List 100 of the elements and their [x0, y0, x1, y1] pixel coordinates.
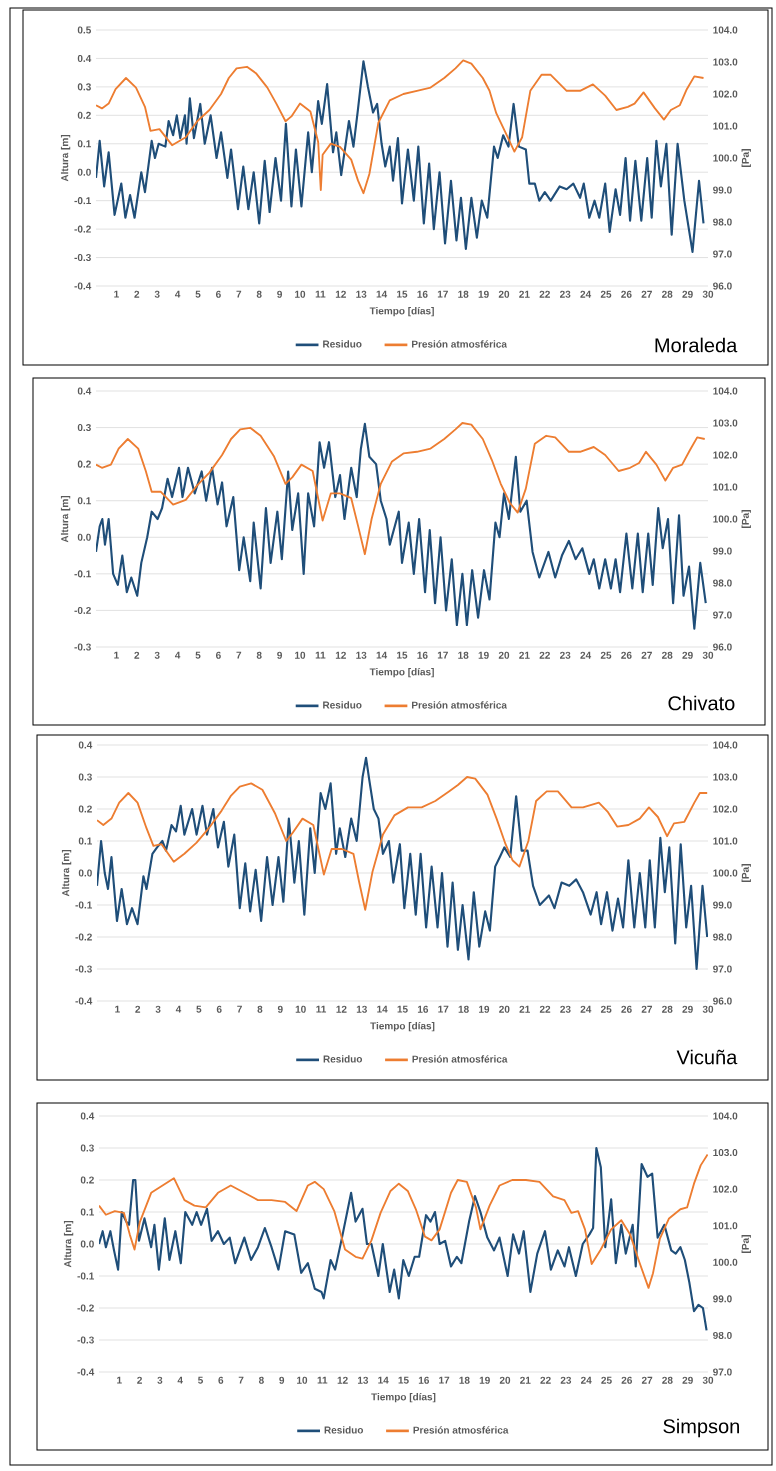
x-tick-label: 23 [560, 651, 571, 659]
x-tick-label: 17 [439, 1376, 450, 1384]
y-tick-label: 0.0 [78, 869, 92, 877]
x-tick-label: 8 [256, 651, 262, 659]
x-tick-label: 5 [195, 651, 201, 659]
x-axis-title: Tiempo [días] [369, 306, 434, 317]
x-tick-label: 10 [297, 1376, 308, 1384]
y2-tick-label: 99.0 [713, 1295, 732, 1303]
x-tick-label: 29 [682, 290, 693, 298]
x-tick-label: 14 [378, 1376, 389, 1384]
y-tick-label: 0.3 [77, 424, 91, 432]
y2-tick-label: 98.0 [713, 579, 732, 587]
x-tick-label: 22 [540, 1376, 551, 1384]
x-tick-label: 21 [520, 1376, 531, 1384]
x-tick-label: 6 [216, 290, 221, 298]
x-tick-label: 17 [438, 1005, 449, 1013]
y2-axis-title: [Pa] [741, 864, 751, 882]
x-tick-label: 21 [519, 290, 530, 298]
x-tick-label: 26 [621, 1376, 633, 1384]
line-series [97, 776, 708, 911]
x-tick-label: 30 [702, 651, 714, 659]
y2-tick-label: 96.0 [713, 643, 732, 651]
y-tick-label: 0.1 [80, 1208, 95, 1216]
y-tick-label: 0.2 [78, 805, 92, 813]
x-tick-label: 20 [498, 651, 510, 659]
y2-tick-label: 99.0 [713, 547, 732, 555]
x-tick-label: 20 [498, 290, 510, 298]
x-tick-label: 10 [295, 290, 306, 298]
x-tick-label: 27 [641, 1005, 653, 1013]
x-tick-label: 28 [662, 290, 673, 298]
y2-tick-label: 98.0 [713, 933, 732, 941]
x-tick-label: 27 [641, 290, 652, 298]
x-tick-label: 1 [115, 1005, 120, 1013]
x-tick-label: 8 [257, 1005, 263, 1013]
y2-tick-label: 100.0 [713, 154, 738, 162]
y2-tick-label: 102.0 [713, 1185, 738, 1193]
x-tick-label: 12 [335, 651, 346, 659]
x-tick-label: 6 [218, 1376, 224, 1384]
x-tick-label: 4 [174, 651, 181, 659]
x-tick-label: 1 [117, 1376, 122, 1384]
legend-label: Presión atmosférica [412, 1055, 508, 1063]
x-tick-label: 5 [196, 1005, 202, 1013]
x-tick-label: 9 [279, 1376, 285, 1384]
x-tick-label: 26 [621, 290, 632, 298]
y-tick-label: 0.4 [78, 741, 93, 749]
x-tick-label: 22 [539, 1005, 551, 1013]
y-tick-label: 0.3 [78, 773, 92, 781]
x-tick-label: 30 [702, 290, 714, 298]
x-tick-label: 3 [157, 1376, 163, 1384]
x-tick-label: 16 [418, 1376, 430, 1384]
legend-label: Presión atmosférica [413, 1426, 509, 1434]
x-tick-label: 3 [155, 1005, 161, 1013]
x-tick-label: 19 [478, 290, 489, 298]
x-tick-label: 12 [335, 290, 346, 298]
x-tick-label: 23 [560, 1005, 571, 1013]
y-axis-title: Altura [m] [60, 495, 71, 543]
x-tick-label: 2 [134, 290, 140, 298]
x-tick-label: 16 [417, 290, 428, 298]
x-tick-label: 19 [479, 1005, 490, 1013]
x-tick-label: 29 [682, 651, 693, 659]
x-axis-title: Tiempo [días] [370, 1021, 435, 1032]
x-tick-label: 24 [581, 1376, 592, 1384]
text: Vicuña [676, 1049, 738, 1065]
y2-tick-label: 101.0 [713, 1222, 738, 1230]
x-tick-label: 26 [621, 651, 632, 659]
y-tick-label: -0.3 [74, 643, 91, 651]
y2-tick-label: 103.0 [713, 1149, 738, 1157]
x-tick-label: 9 [277, 290, 283, 298]
x-tick-label: 13 [356, 1005, 367, 1013]
x-tick-label: 5 [198, 1376, 204, 1384]
x-tick-label: 24 [580, 651, 592, 659]
legend-label: Residuo [323, 340, 362, 348]
y2-tick-label: 100.0 [713, 1258, 738, 1266]
y2-tick-label: 96.0 [713, 282, 732, 290]
x-tick-label: 15 [397, 651, 408, 659]
legend-label: Residuo [324, 1426, 364, 1434]
x-tick-label: 20 [499, 1376, 511, 1384]
x-tick-label: 19 [478, 651, 489, 659]
x-tick-label: 4 [177, 1376, 183, 1384]
x-tick-label: 28 [662, 651, 673, 659]
x-tick-label: 27 [641, 1376, 653, 1384]
legend-label: Presión atmosférica [412, 701, 507, 709]
y2-tick-label: 104.0 [713, 26, 738, 34]
y-tick-label: -0.1 [74, 197, 92, 205]
x-tick-label: 22 [539, 290, 550, 298]
y-tick-label: -0.2 [74, 606, 91, 614]
x-tick-label: 2 [137, 1376, 142, 1384]
y2-tick-label: 99.0 [713, 186, 732, 194]
x-tick-label: 24 [580, 290, 592, 298]
x-tick-label: 9 [277, 651, 283, 659]
y-tick-label: 0.2 [80, 1176, 94, 1184]
y2-axis-title: [Pa] [741, 510, 751, 528]
x-tick-label: 13 [356, 290, 367, 298]
x-tick-label: 18 [458, 290, 469, 298]
y-tick-label: 0.1 [77, 497, 92, 505]
x-tick-label: 11 [315, 651, 326, 659]
y-tick-label: -0.3 [75, 965, 92, 973]
y-tick-label: 0.0 [77, 533, 91, 541]
y-tick-label: 0.0 [80, 1240, 94, 1248]
y-tick-label: -0.1 [75, 901, 93, 909]
